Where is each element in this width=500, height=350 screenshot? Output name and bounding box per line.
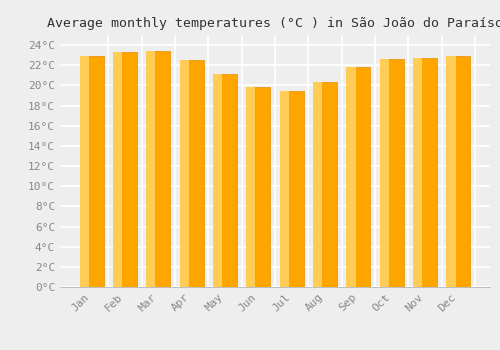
Bar <box>413 58 422 287</box>
Bar <box>246 88 270 287</box>
Bar <box>113 52 122 287</box>
Bar <box>180 60 188 287</box>
Bar <box>80 56 104 287</box>
Bar <box>213 74 222 287</box>
Bar <box>280 91 303 287</box>
Bar <box>346 67 356 287</box>
Bar <box>246 88 256 287</box>
Bar <box>146 51 156 287</box>
Bar <box>313 82 337 287</box>
Bar <box>80 56 88 287</box>
Bar <box>380 59 389 287</box>
Bar <box>313 82 322 287</box>
Bar <box>113 52 137 287</box>
Bar <box>380 59 404 287</box>
Bar <box>180 60 204 287</box>
Bar <box>446 56 456 287</box>
Bar <box>413 58 437 287</box>
Bar <box>146 51 171 287</box>
Bar <box>346 67 370 287</box>
Bar <box>280 91 289 287</box>
Bar <box>446 56 470 287</box>
Title: Average monthly temperatures (°C ) in São João do Paraíso: Average monthly temperatures (°C ) in Sã… <box>47 17 500 30</box>
Bar <box>213 74 237 287</box>
